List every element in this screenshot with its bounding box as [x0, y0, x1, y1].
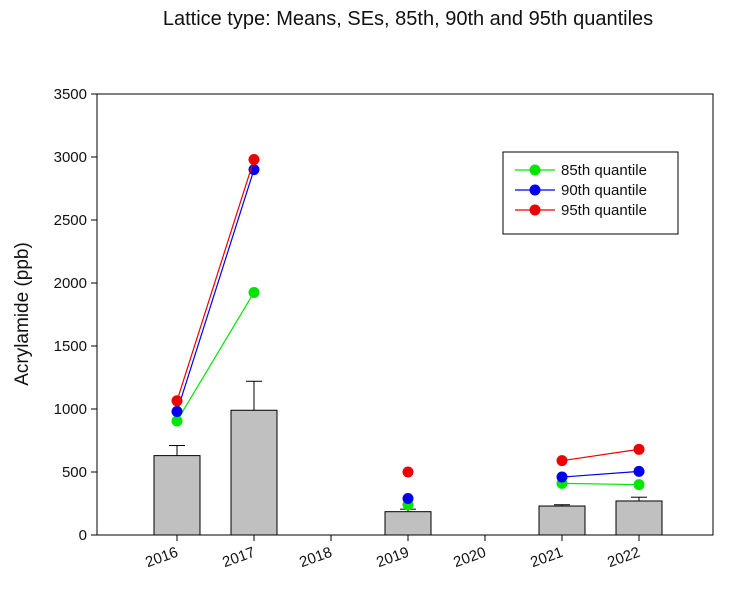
legend-label: 85th quantile — [561, 162, 647, 179]
x-tick-label: 2016 — [143, 544, 180, 571]
plot-frame — [96, 93, 714, 536]
x-tick-label: 2017 — [220, 544, 257, 571]
point-2017 — [248, 286, 260, 298]
series-line-segment — [176, 169, 255, 412]
y-tick-label: 1000 — [54, 401, 87, 418]
legend-marker — [529, 184, 541, 196]
series-line-segment — [176, 292, 255, 422]
bars-layer — [153, 409, 663, 536]
series-2 — [171, 154, 645, 478]
legend-label: 95th quantile — [561, 202, 647, 219]
series-line-segment — [561, 470, 640, 478]
legend-item-2: 95th quantile — [515, 202, 647, 219]
point-2019 — [402, 466, 414, 478]
x-tick-label: 2019 — [374, 544, 411, 571]
legend-item-1: 90th quantile — [515, 182, 647, 199]
point-2022 — [633, 479, 645, 491]
point-2016 — [171, 415, 183, 427]
point-2016 — [171, 406, 183, 418]
point-2019 — [402, 492, 414, 504]
bar-2016 — [153, 455, 201, 536]
legend-label: 90th quantile — [561, 182, 647, 199]
point-2016 — [171, 395, 183, 407]
chart-title: Lattice type: Means, SEs, 85th, 90th and… — [163, 8, 653, 30]
y-tick-label: 500 — [62, 464, 87, 481]
point-2017 — [248, 154, 260, 166]
y-tick-label: 1500 — [54, 338, 87, 355]
legend-item-0: 85th quantile — [515, 162, 647, 179]
point-2022 — [633, 465, 645, 477]
series-line-segment — [176, 159, 255, 401]
bar-2019 — [384, 511, 432, 536]
series-line-segment — [561, 448, 640, 462]
point-2021 — [556, 455, 568, 467]
y-tick-label: 2500 — [54, 212, 87, 229]
y-tick-label: 0 — [79, 527, 87, 544]
point-2022 — [633, 443, 645, 455]
x-tick-label: 2020 — [451, 544, 488, 571]
x-tick-label: 2021 — [528, 544, 565, 571]
legend: 85th quantile 90th quantile 95th quantile — [502, 151, 679, 235]
error-bars-layer — [169, 380, 647, 512]
bar-2021 — [538, 505, 586, 536]
legend-marker — [529, 164, 541, 176]
legend-marker — [529, 204, 541, 216]
y-tick-label: 2000 — [54, 275, 87, 292]
y-tick-label: 3500 — [54, 86, 87, 103]
bar-2022 — [615, 500, 663, 536]
y-tick-label: 3000 — [54, 149, 87, 166]
bar-2017 — [230, 409, 278, 536]
x-tick-label: 2018 — [297, 544, 334, 571]
series-layer — [171, 154, 645, 511]
x-tick-label: 2022 — [605, 544, 642, 571]
y-axis-label: Acrylamide (ppb) — [12, 242, 33, 386]
point-2021 — [556, 471, 568, 483]
series-line-segment — [561, 482, 640, 486]
